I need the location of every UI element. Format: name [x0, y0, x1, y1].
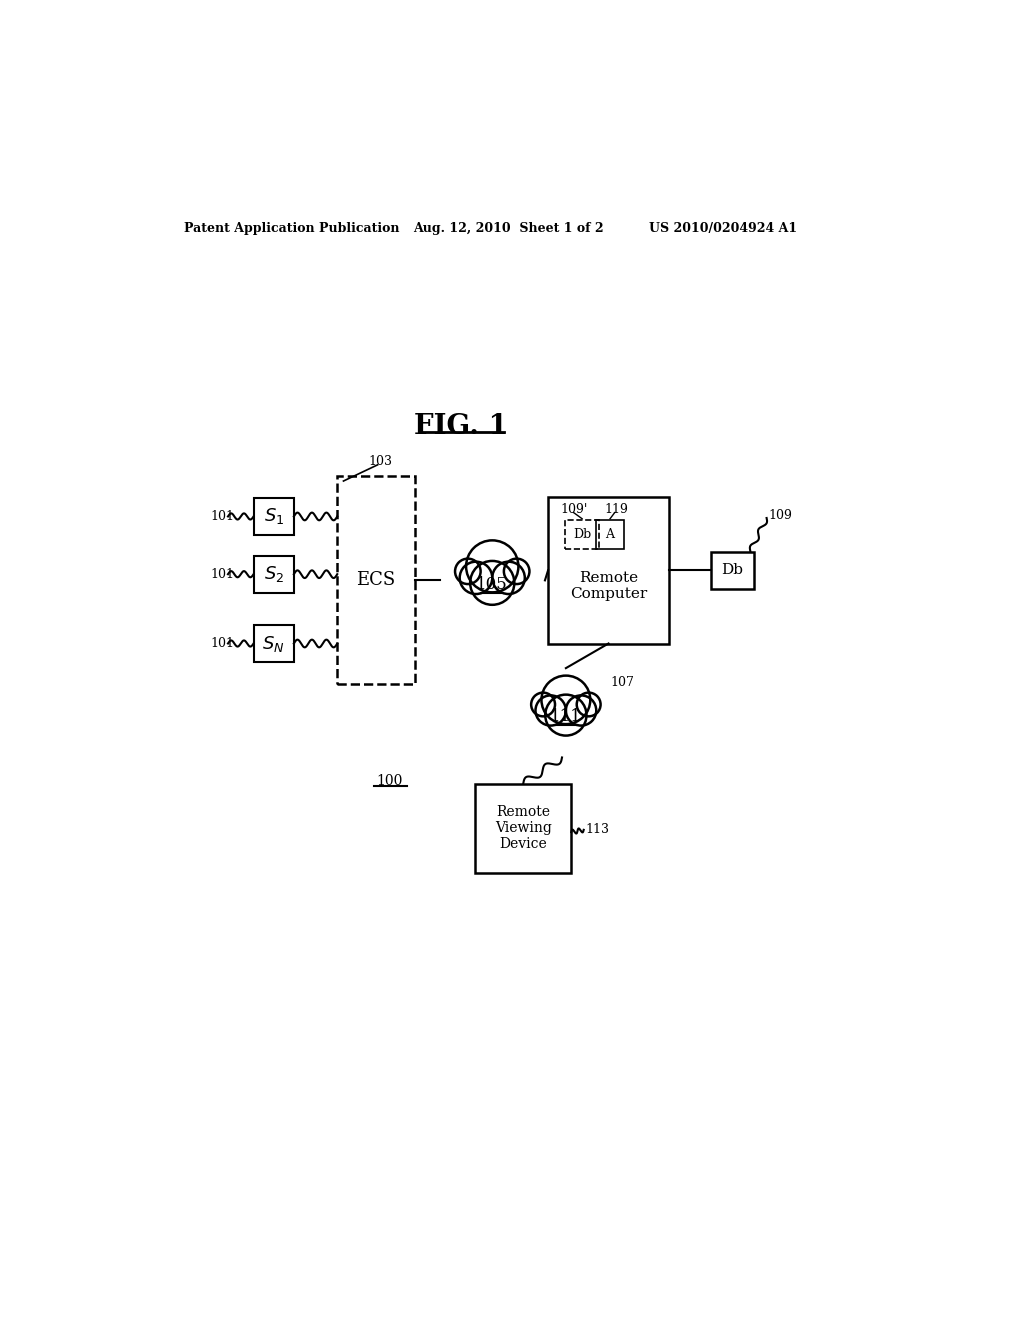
- Text: Remote
Computer: Remote Computer: [570, 570, 647, 601]
- Text: US 2010/0204924 A1: US 2010/0204924 A1: [649, 222, 797, 235]
- Bar: [254, 556, 294, 593]
- Text: FIG. 1: FIG. 1: [415, 412, 508, 440]
- Bar: [254, 498, 294, 535]
- Text: $S_2$: $S_2$: [263, 564, 284, 585]
- Text: 101: 101: [211, 638, 234, 649]
- Text: 107: 107: [610, 676, 634, 689]
- Bar: [254, 626, 294, 663]
- Text: ECS: ECS: [356, 572, 395, 589]
- Text: 100: 100: [377, 775, 403, 788]
- Text: 109: 109: [768, 508, 792, 521]
- Text: 103: 103: [369, 455, 392, 467]
- Text: Db: Db: [722, 564, 743, 577]
- Text: Aug. 12, 2010  Sheet 1 of 2: Aug. 12, 2010 Sheet 1 of 2: [414, 222, 604, 235]
- Text: Remote
Viewing
Device: Remote Viewing Device: [495, 805, 552, 851]
- Bar: [596, 520, 624, 549]
- Text: 111: 111: [550, 708, 582, 725]
- Text: 101: 101: [211, 510, 234, 523]
- Text: 119: 119: [604, 503, 628, 516]
- Bar: [548, 498, 669, 644]
- Text: 109': 109': [560, 503, 588, 516]
- Text: Db: Db: [573, 528, 591, 541]
- Bar: [337, 477, 415, 684]
- Text: 105: 105: [476, 576, 508, 593]
- Text: A: A: [605, 528, 614, 541]
- Text: Patent Application Publication: Patent Application Publication: [183, 222, 399, 235]
- Text: 113: 113: [586, 824, 609, 837]
- Text: $S_1$: $S_1$: [263, 507, 284, 527]
- Bar: [475, 784, 571, 873]
- Bar: [565, 520, 599, 549]
- Text: $S_N$: $S_N$: [262, 634, 285, 653]
- Bar: [711, 552, 755, 589]
- Text: 101: 101: [211, 568, 234, 581]
